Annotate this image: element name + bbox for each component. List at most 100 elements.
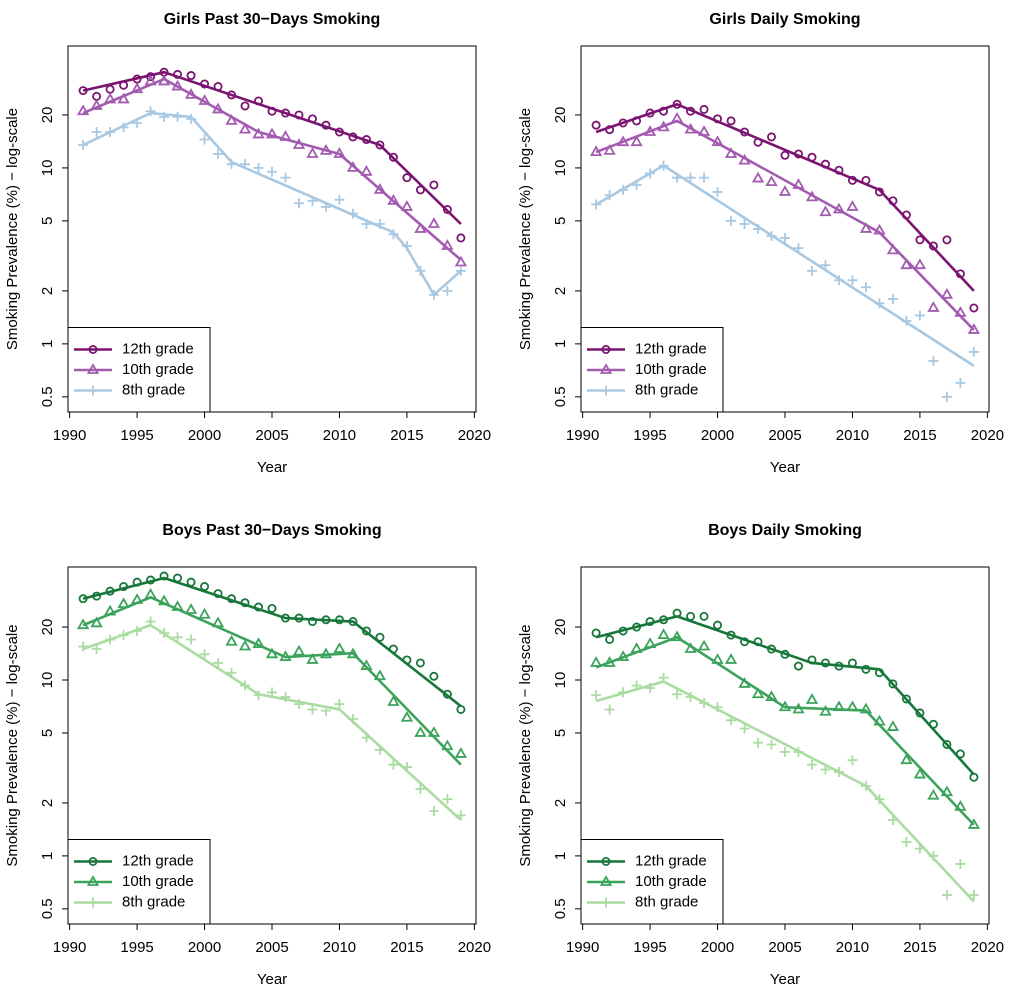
point (199, 649, 210, 660)
point (238, 122, 252, 134)
point (306, 147, 319, 158)
point (968, 346, 979, 357)
y-tick-label: 10 (552, 672, 569, 689)
point (751, 687, 765, 699)
fit-line (82, 596, 462, 766)
x-tick-label: 1995 (120, 939, 153, 956)
legend-marker (599, 875, 613, 886)
x-tick-label: 2010 (836, 939, 869, 956)
legend-label: 10th grade (635, 361, 707, 378)
point (751, 171, 765, 183)
fit-line (595, 164, 975, 367)
point (90, 616, 103, 628)
point (200, 582, 210, 592)
point (765, 175, 778, 187)
x-axis-label: Year (257, 971, 287, 988)
y-tick-label: 0.5 (39, 898, 56, 919)
legend-label: 12th grade (122, 852, 194, 869)
y-tick-label: 20 (39, 107, 56, 124)
point (780, 150, 790, 160)
x-tick-label: 2015 (903, 427, 936, 444)
series (78, 67, 466, 243)
legend-label: 12th grade (635, 852, 707, 869)
point (307, 704, 318, 715)
x-tick-label: 2000 (701, 427, 734, 444)
y-tick-label: 0.5 (552, 386, 569, 407)
series (76, 74, 468, 267)
y-tick-label: 2 (39, 287, 56, 295)
series (78, 571, 466, 714)
y-tick-label: 10 (552, 160, 569, 177)
point (428, 805, 439, 816)
legend-marker (88, 344, 98, 354)
legend-marker (88, 857, 98, 867)
point (712, 186, 723, 197)
x-tick-label: 1990 (566, 427, 599, 444)
y-tick-label: 5 (39, 217, 56, 225)
point (238, 639, 252, 651)
point (753, 737, 764, 748)
point (847, 755, 858, 766)
point (913, 767, 927, 779)
y-tick-label: 10 (39, 672, 56, 689)
legend-label: 8th grade (122, 893, 185, 910)
x-tick-label: 2005 (768, 427, 801, 444)
legend: 12th grade 10th grade 8th grade (67, 839, 211, 925)
point (427, 217, 441, 228)
point (76, 104, 90, 116)
x-tick-label: 2010 (323, 427, 356, 444)
x-axis-label: Year (257, 459, 287, 476)
legend-label: 8th grade (122, 381, 185, 398)
fit-line (82, 70, 462, 225)
point (726, 116, 736, 126)
x-tick-label: 2020 (971, 939, 1004, 956)
x-tick-label: 2000 (188, 939, 221, 956)
fit-line (595, 119, 975, 331)
fit-line (82, 77, 462, 261)
fit-line (595, 635, 975, 826)
point (955, 858, 966, 869)
y-axis-label: Smoking Prevalence (%) − log-scale (4, 624, 21, 866)
point (92, 91, 102, 101)
point (400, 200, 414, 211)
x-tick-label: 2010 (323, 939, 356, 956)
point (699, 172, 710, 183)
point (414, 726, 427, 737)
series (591, 99, 979, 313)
point (927, 788, 940, 800)
point (145, 106, 156, 117)
point (388, 152, 398, 162)
point (941, 889, 952, 900)
point (454, 255, 468, 267)
y-tick-label: 2 (39, 799, 56, 807)
point (265, 127, 279, 139)
x-axis-label: Year (770, 459, 800, 476)
point (630, 135, 643, 147)
series (78, 106, 466, 300)
y-tick-label: 20 (552, 619, 569, 636)
y-tick-label: 5 (552, 217, 569, 225)
point (859, 222, 873, 233)
legend-label: 8th grade (635, 381, 698, 398)
point (713, 620, 723, 630)
point (699, 611, 709, 621)
point (589, 656, 603, 667)
point (888, 679, 898, 689)
point (726, 215, 737, 226)
point (333, 642, 346, 653)
point (591, 120, 601, 130)
point (969, 772, 979, 782)
point (820, 260, 831, 271)
x-tick-label: 1990 (53, 939, 86, 956)
x-tick-label: 2015 (903, 939, 936, 956)
point (928, 355, 939, 366)
point (901, 836, 912, 847)
point (442, 285, 453, 296)
point (685, 172, 696, 183)
point (766, 739, 777, 750)
point (91, 126, 102, 137)
point (697, 639, 711, 651)
point (307, 617, 317, 627)
